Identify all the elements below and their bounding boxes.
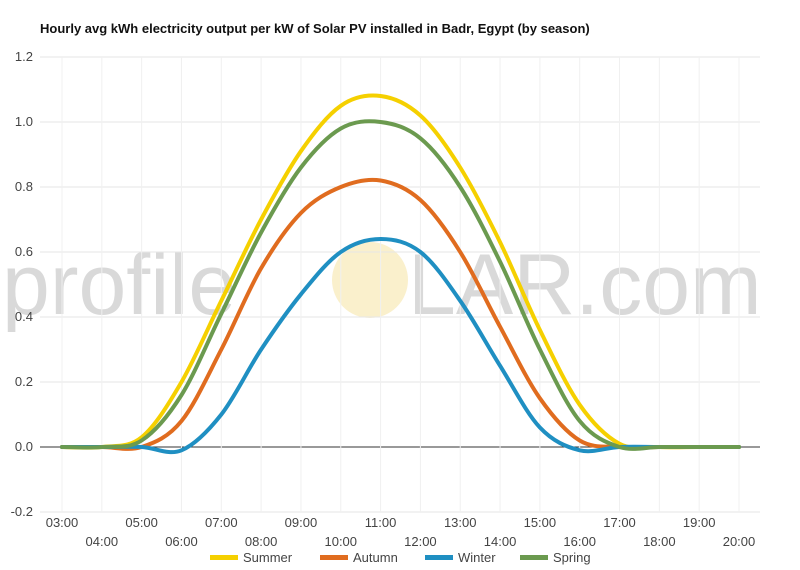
y-tick-label: 0.0 [15,439,33,454]
x-tick-label: 13:00 [444,515,477,530]
x-tick-label: 17:00 [603,515,636,530]
x-tick-label: 12:00 [404,534,437,549]
legend-label-spring: Spring [553,550,591,565]
y-tick-label: 0.4 [15,309,33,324]
watermark-sun-icon [332,242,408,318]
x-tick-label: 09:00 [285,515,318,530]
chart-title: Hourly avg kWh electricity output per kW… [40,21,590,36]
legend-swatch-winter [425,555,453,560]
series-line-summer [60,93,741,450]
x-tick-label: 11:00 [365,515,397,530]
legend-swatch-summer [210,555,238,560]
legend-label-autumn: Autumn [353,550,398,565]
y-tick-label: 0.8 [15,179,33,194]
series-line-spring [60,119,741,451]
x-tick-label: 06:00 [165,534,198,549]
x-tick-label: 05:00 [125,515,158,530]
watermark-text-left: profile [2,237,236,333]
legend-label-winter: Winter [458,550,496,565]
y-tick-label: 1.2 [15,49,33,64]
x-tick-label: 15:00 [524,515,557,530]
legend-swatch-spring [520,555,548,560]
x-tick-label: 08:00 [245,534,278,549]
legend-label-summer: Summer [243,550,293,565]
y-tick-label: 0.6 [15,244,33,259]
x-tick-label: 07:00 [205,515,238,530]
y-tick-label: 0.2 [15,374,33,389]
legend-swatch-autumn [320,555,348,560]
x-tick-label: 18:00 [643,534,676,549]
x-tick-label: 10:00 [324,534,357,549]
y-axis-ticks: -0.2 0.0 0.2 0.4 0.6 0.8 1.0 1.2 [11,49,33,519]
legend: Summer Autumn Winter Spring [210,550,591,565]
x-tick-label: 19:00 [683,515,716,530]
watermark: profile LAR.com [2,237,762,333]
y-tick-label: -0.2 [11,504,33,519]
x-axis-ticks: 03:00 04:00 05:00 06:00 07:00 08:00 09:00 10:00… [46,515,756,549]
x-tick-label: 14:00 [484,534,517,549]
x-tick-label: 20:00 [723,534,756,549]
x-tick-label: 03:00 [46,515,79,530]
x-tick-label: 04:00 [86,534,119,549]
series-lines [60,93,741,455]
y-tick-label: 1.0 [15,114,33,129]
x-tick-label: 16:00 [563,534,596,549]
